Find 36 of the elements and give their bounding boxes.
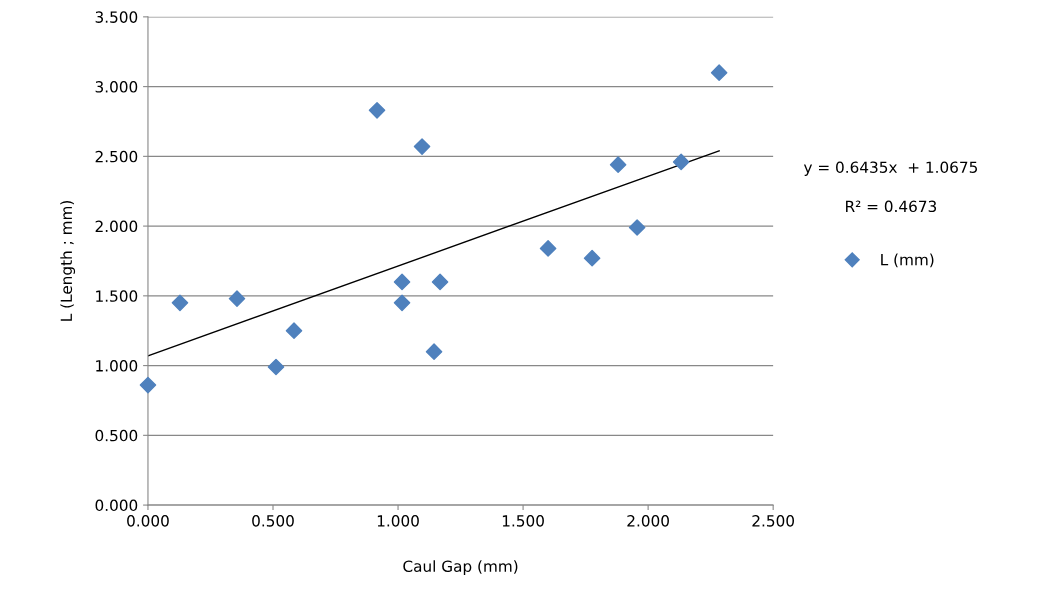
- x-tick-label: 2.000: [627, 515, 669, 527]
- y-tick-label: 2.000: [95, 220, 138, 233]
- point: [539, 240, 557, 257]
- y-tick-label: 3.500: [95, 11, 138, 23]
- text: y = 0.6435x + 1.0675: [803, 161, 978, 176]
- point: [171, 294, 189, 312]
- legend-label: L (mm): [881, 253, 934, 268]
- y-axis-title: L (Length ; mm): [60, 200, 76, 321]
- point: [710, 64, 728, 81]
- point: [628, 219, 646, 236]
- x-tick-label: 0.000: [127, 515, 169, 527]
- x-tick-label: 1.000: [377, 515, 419, 527]
- point: [393, 273, 411, 291]
- x-axis-title: Caul Gap (mm): [403, 560, 518, 575]
- y-tick-label: 1.500: [96, 290, 138, 302]
- point: [267, 358, 285, 376]
- point: [285, 322, 303, 340]
- point: [431, 273, 449, 291]
- x-tick-label: 1.500: [502, 515, 544, 527]
- x-tick-label: 0.500: [252, 515, 294, 527]
- y-tick-label: 2.500: [95, 150, 138, 163]
- y-tick-label: 3.000: [95, 81, 138, 93]
- y-tick-label: 0.500: [95, 429, 138, 442]
- point: [413, 138, 431, 155]
- x-tick-label: 2.500: [752, 515, 795, 527]
- y-tick-label: 1.000: [96, 360, 138, 372]
- y-tick-label: 0.000: [95, 499, 138, 512]
- text: R² = 0.4673: [846, 200, 937, 213]
- point: [672, 153, 690, 171]
- point: [228, 290, 246, 307]
- point: [393, 294, 411, 312]
- point: [368, 102, 386, 119]
- point: [609, 156, 627, 174]
- point: [425, 343, 443, 360]
- point: [583, 249, 601, 267]
- point: [139, 376, 157, 394]
